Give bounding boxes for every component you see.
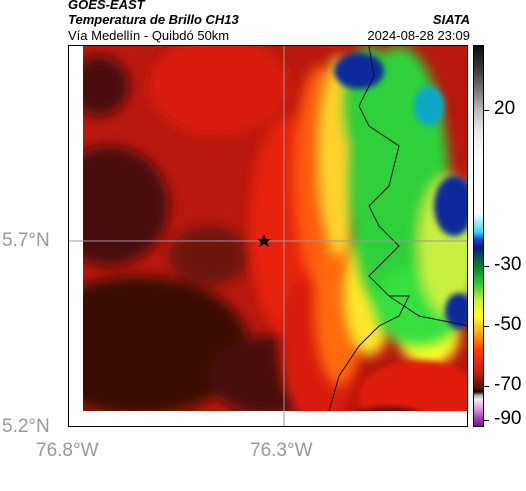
colorbar-tick [484,326,489,327]
colorbar-tick [484,420,489,421]
colorbar-label: -70 [494,374,522,395]
colorbar-label: -90 [494,408,522,429]
lat-label-top: 5.7°N [2,230,50,251]
colorbar-label: -50 [494,314,522,335]
lon-label-right: 76.3°W [250,440,313,461]
satellite-title: GOES-EAST [68,0,145,12]
colorbar-label: -30 [494,254,522,275]
temperature-colorbar [473,45,484,427]
star-icon [257,234,271,247]
colorbar-tick [484,266,489,267]
boundary-branch [388,295,467,327]
location-subtitle: Vía Medellín - Quibdó 50km [68,28,230,43]
left-margin [69,46,83,426]
timestamp: 2024-08-28 23:09 [367,28,470,43]
product-title: Temperatura de Brillo CH13 [68,12,239,27]
colorbar-label: 20 [494,98,516,119]
brand-label: SIATA [432,12,470,27]
lat-label-bottom: 5.2°N [2,416,50,437]
brightness-temperature-map[interactable] [68,45,468,427]
colorbar-tick [484,386,489,387]
department-boundary [328,46,410,412]
map-canvas [69,46,467,426]
bottom-margin [69,411,467,426]
colorbar-tick [484,110,489,111]
lon-label-left: 76.8°W [36,440,99,461]
